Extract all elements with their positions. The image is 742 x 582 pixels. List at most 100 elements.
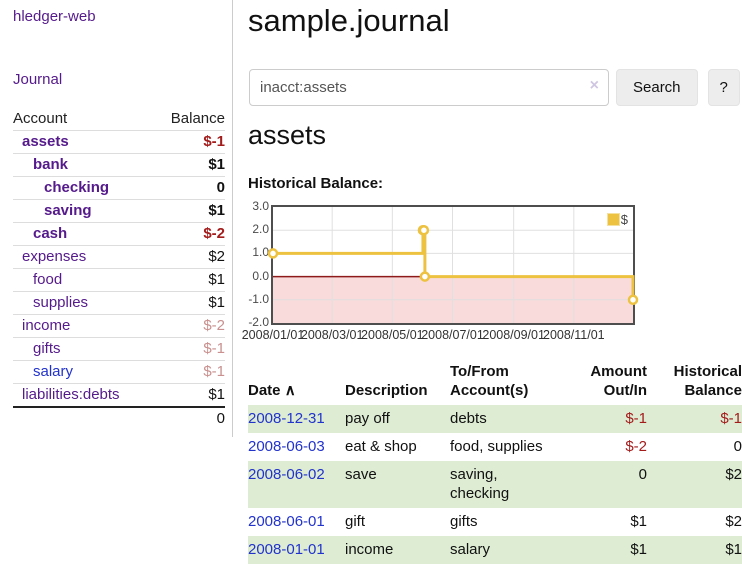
register-header-accounts: To/From Account(s): [450, 363, 529, 399]
transaction-accounts: debts: [450, 410, 487, 427]
x-tick-label: 2008/11/01: [542, 328, 605, 342]
account-row: liabilities:debts $1: [13, 384, 225, 408]
main-panel: sample.journal × Search ? assets Histori…: [242, 0, 742, 582]
account-row: expenses $2: [13, 245, 225, 269]
account-balance: $-1: [153, 360, 225, 384]
sidebar: hledger-web Journal Account Balance asse…: [0, 0, 233, 437]
y-tick-label: 3.0: [252, 199, 269, 213]
accounts-total-value: 0: [153, 406, 225, 430]
help-button[interactable]: ?: [707, 69, 740, 106]
account-row: salary $-1: [13, 360, 225, 384]
transaction-accounts: salary: [450, 541, 491, 558]
account-link[interactable]: bank: [33, 156, 69, 173]
account-link[interactable]: gifts: [33, 340, 61, 357]
register-header-balance: Historical Balance: [673, 363, 742, 399]
y-tick-label: 1.0: [252, 245, 269, 260]
page-title: sample.journal: [248, 3, 450, 38]
accounts-header-row: Account Balance: [13, 108, 225, 131]
legend-swatch-icon: [606, 213, 620, 226]
transaction-date-link[interactable]: 2008-06-03: [248, 438, 325, 455]
transaction-description: pay off: [345, 410, 390, 427]
account-balance: $1: [153, 291, 225, 315]
y-tick-label: -1.0: [248, 291, 269, 306]
y-tick-label: 2.0: [252, 222, 269, 237]
accounts-header-account: Account: [13, 108, 154, 131]
account-row: assets $-1: [13, 130, 225, 154]
transaction-balance: $-1: [720, 410, 742, 427]
transaction-accounts: gifts: [450, 513, 478, 530]
search-button[interactable]: Search: [616, 69, 698, 106]
account-row: supplies $1: [13, 291, 225, 315]
account-balance: $-1: [153, 337, 225, 361]
x-tick-label: 2008/03/01: [300, 328, 364, 342]
account-link[interactable]: saving: [44, 202, 92, 219]
register-table: Date ∧ Description To/From Account(s) Am…: [248, 360, 742, 564]
transaction-amount: $-2: [625, 438, 647, 455]
transaction-row: 2008-06-03 eat & shop food, supplies $-2 0: [248, 433, 742, 461]
brand-link[interactable]: hledger-web: [13, 8, 96, 25]
transaction-accounts: food, supplies: [450, 438, 543, 455]
transaction-date-link[interactable]: 2008-12-31: [248, 410, 325, 427]
transaction-accounts: saving, checking: [450, 466, 510, 502]
y-tick-label: -2.0: [248, 315, 269, 329]
account-link[interactable]: liabilities:debts: [22, 386, 120, 403]
account-row: bank $1: [13, 153, 225, 177]
transaction-description: gift: [345, 513, 366, 530]
transaction-row: 2008-06-01 gift gifts $1 $2: [248, 508, 742, 536]
register-header-date[interactable]: Date ∧: [248, 360, 345, 405]
sort-asc-icon: ∧: [284, 382, 296, 399]
x-tick-label: 2008/01/01: [241, 328, 305, 342]
account-balance: $1: [153, 153, 225, 177]
accounts-table: Account Balance assets $-1 bank $1 checking 0…: [13, 108, 225, 430]
chart-legend: $: [605, 212, 629, 227]
account-balance: $-1: [153, 130, 225, 154]
account-row: food $1: [13, 268, 225, 292]
transaction-description: save: [345, 466, 377, 483]
transaction-date-link[interactable]: 2008-06-02: [248, 466, 325, 483]
chart-title: Historical Balance:: [248, 175, 384, 192]
transaction-balance: $1: [725, 541, 742, 558]
account-balance: $-2: [153, 222, 225, 246]
account-row: checking 0: [13, 176, 225, 200]
account-link[interactable]: supplies: [33, 294, 89, 311]
date-header-label: Date: [248, 382, 281, 399]
account-link[interactable]: expenses: [22, 248, 87, 265]
account-balance: $1: [153, 199, 225, 223]
transaction-balance: $2: [725, 513, 742, 530]
account-link[interactable]: food: [33, 271, 63, 288]
account-row: cash $-2: [13, 222, 225, 246]
nav-journal-link[interactable]: Journal: [13, 71, 63, 88]
transaction-date-link[interactable]: 2008-06-01: [248, 513, 325, 530]
account-link[interactable]: cash: [33, 225, 68, 242]
register-header-row: Date ∧ Description To/From Account(s) Am…: [248, 360, 742, 405]
account-balance: $1: [208, 386, 225, 403]
account-row: saving $1: [13, 199, 225, 223]
transaction-description: income: [345, 541, 394, 558]
account-balance: $1: [153, 268, 225, 292]
chart-canvas: [267, 207, 639, 323]
account-balance: $-2: [153, 314, 225, 338]
transaction-balance: $2: [725, 466, 742, 483]
chart-x-axis: 2008/01/01 2008/03/01 2008/05/01 2008/07/01…: [242, 328, 668, 344]
account-link[interactable]: assets: [22, 133, 69, 150]
account-row: gifts $-1: [13, 337, 225, 361]
transaction-date-link[interactable]: 2008-01-01: [248, 541, 325, 558]
register-header-description: Description: [345, 382, 428, 399]
accounts-total-row: 0: [13, 406, 225, 430]
search-input[interactable]: [249, 69, 609, 106]
chart-plot-area: $: [267, 205, 639, 325]
account-link[interactable]: income: [22, 317, 71, 334]
account-link[interactable]: salary: [33, 363, 74, 380]
transaction-description: eat & shop: [345, 438, 417, 455]
account-balance: $2: [153, 245, 225, 269]
historical-balance-chart: 3.0 2.0 1.0 0.0 -1.0 -2.0 $ 2008/01/01 2008/03…: [242, 199, 668, 350]
y-tick-label: 0.0: [252, 268, 269, 283]
accounts-header-balance: Balance: [153, 108, 225, 131]
clear-search-icon[interactable]: ×: [589, 77, 599, 94]
transaction-row: 2008-06-02 save saving, checking 0 $2: [248, 461, 742, 508]
search-form: × Search ?: [249, 69, 740, 106]
account-balance: 0: [153, 176, 225, 200]
legend-label: $: [620, 212, 628, 227]
account-link[interactable]: checking: [44, 179, 110, 196]
transaction-amount: $-1: [625, 410, 647, 427]
